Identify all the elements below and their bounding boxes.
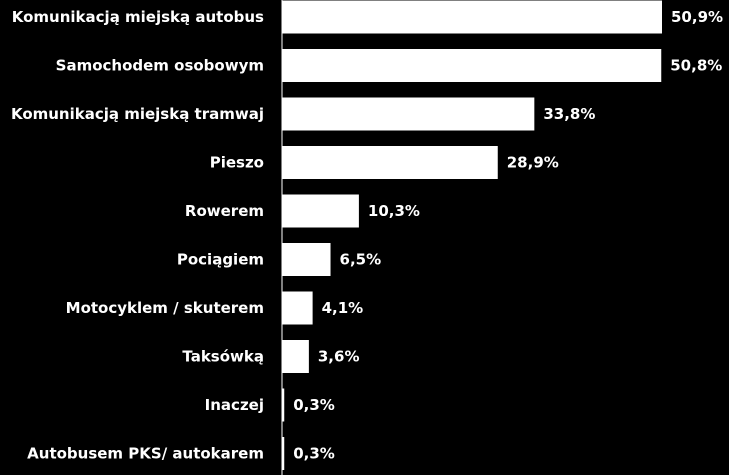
category-label-7: Motocyklem / skuterem [66, 299, 264, 317]
bar-5 [282, 194, 359, 228]
bar-2 [282, 49, 662, 82]
value-label-8: 3,6% [318, 348, 360, 366]
bar-6 [282, 243, 331, 276]
value-label-1: 50,9% [671, 8, 723, 26]
bars-group [282, 0, 662, 470]
category-label-3: Komunikacją miejską tramwaj [11, 105, 264, 123]
category-label-6: Pociągiem [177, 251, 264, 269]
bar-3 [282, 97, 535, 131]
value-labels-group: 50,9% 50,8% 33,8% 28,9% 10,3% 6,5% 4,1% 3,6% 0,3… [293, 8, 723, 463]
value-label-2: 50,8% [670, 57, 722, 75]
value-label-10: 0,3% [293, 445, 335, 463]
category-label-4: Pieszo [210, 154, 264, 172]
value-label-3: 33,8% [543, 105, 595, 123]
bar-8 [282, 340, 309, 373]
bar-7 [282, 291, 313, 325]
category-label-10: Autobusem PKS/ autokarem [27, 445, 264, 463]
bar-1 [282, 0, 662, 34]
category-label-8: Taksówką [182, 348, 264, 366]
value-label-9: 0,3% [293, 396, 335, 414]
category-label-1: Komunikacją miejską autobus [12, 8, 264, 26]
category-label-5: Rowerem [185, 202, 264, 220]
value-label-5: 10,3% [368, 202, 420, 220]
bar-4 [282, 146, 498, 179]
category-labels-group: Komunikacją miejską autobus Samochodem os… [11, 8, 264, 463]
value-label-4: 28,9% [507, 154, 559, 172]
bar-9 [282, 388, 285, 422]
value-label-6: 6,5% [340, 251, 382, 269]
bar-10 [282, 437, 285, 470]
category-label-2: Samochodem osobowym [56, 57, 264, 75]
value-label-7: 4,1% [322, 299, 364, 317]
category-label-9: Inaczej [205, 396, 264, 414]
